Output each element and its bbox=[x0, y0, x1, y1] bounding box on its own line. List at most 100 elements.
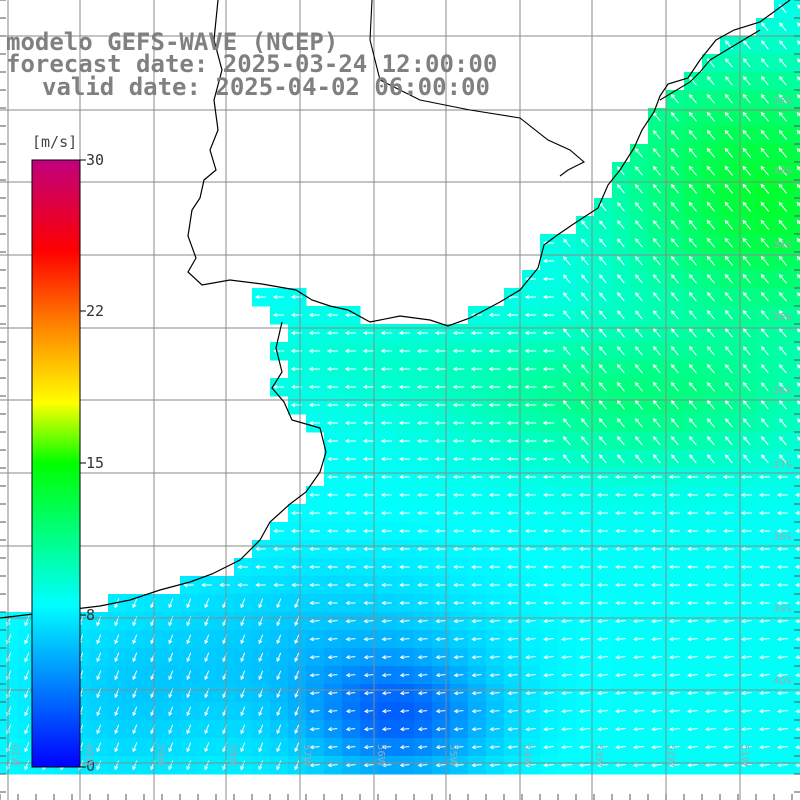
wind-arrow bbox=[687, 528, 698, 534]
lat-label-38s: 38S bbox=[772, 532, 792, 543]
wind-arrow bbox=[398, 348, 411, 354]
wind-arrow bbox=[778, 219, 788, 230]
wind-arrow bbox=[255, 582, 266, 588]
wind-arrow bbox=[543, 619, 554, 624]
wind-arrow bbox=[760, 273, 769, 284]
wind-arrow bbox=[705, 582, 716, 588]
wind-arrow bbox=[327, 474, 338, 480]
wind-arrow bbox=[506, 330, 519, 336]
wind-arrow bbox=[327, 510, 338, 516]
wind-arrow bbox=[434, 402, 447, 408]
wind-arrow bbox=[706, 255, 715, 266]
wind-arrow bbox=[344, 420, 356, 426]
wind-arrow bbox=[579, 709, 590, 714]
wind-arrow bbox=[596, 474, 609, 480]
wind-arrow bbox=[327, 726, 338, 732]
wind-arrow bbox=[399, 744, 410, 750]
wind-arrow bbox=[471, 619, 482, 624]
wind-arrow bbox=[506, 312, 519, 318]
wind-arrow bbox=[688, 76, 697, 86]
wind-arrow bbox=[616, 346, 625, 356]
wind-arrow bbox=[669, 564, 680, 570]
wind-arrow bbox=[599, 274, 607, 284]
wind-arrow bbox=[778, 165, 788, 176]
wind-arrow bbox=[399, 474, 410, 480]
wind-arrow bbox=[650, 492, 662, 498]
wind-arrow bbox=[434, 348, 447, 354]
wind-arrow bbox=[344, 384, 357, 390]
wind-arrow bbox=[507, 546, 518, 552]
wind-arrow bbox=[633, 582, 644, 588]
wind-arrow bbox=[561, 546, 572, 552]
lon-label-60w: 60W bbox=[83, 744, 94, 767]
wind-arrow bbox=[687, 745, 698, 750]
wind-arrow bbox=[240, 760, 246, 771]
wind-cell bbox=[792, 432, 800, 451]
wind-arrow bbox=[759, 564, 770, 570]
wind-arrow bbox=[542, 258, 554, 264]
lon-label-59w: 59W bbox=[155, 744, 166, 767]
wind-arrow bbox=[507, 763, 518, 768]
wind-arrow bbox=[759, 709, 770, 714]
wind-arrow bbox=[506, 366, 519, 372]
wind-arrow bbox=[670, 93, 679, 104]
wind-cell bbox=[792, 288, 800, 307]
wind-arrow bbox=[273, 528, 284, 534]
wind-arrow bbox=[453, 673, 464, 678]
wind-arrow bbox=[652, 345, 661, 356]
wind-arrow bbox=[778, 291, 787, 302]
wind-arrow bbox=[651, 582, 662, 588]
wind-arrow bbox=[652, 237, 661, 248]
wind-arrow bbox=[507, 673, 518, 678]
wind-arrow bbox=[240, 742, 246, 753]
wind-arrow bbox=[308, 420, 320, 426]
wind-arrow bbox=[704, 492, 716, 498]
wind-arrow bbox=[345, 546, 356, 552]
wind-arrow bbox=[759, 673, 770, 678]
wind-arrow bbox=[688, 255, 697, 266]
wind-cell bbox=[792, 450, 800, 469]
wind-arrow bbox=[779, 418, 787, 428]
wind-arrow bbox=[688, 436, 697, 446]
wind-arrow bbox=[597, 637, 608, 642]
wind-arrow bbox=[742, 418, 751, 428]
wind-arrow bbox=[706, 129, 715, 140]
wind-arrow bbox=[453, 492, 464, 498]
wind-arrow bbox=[543, 528, 554, 534]
wind-arrow bbox=[240, 652, 246, 663]
wind-arrow bbox=[417, 655, 428, 660]
wind-arrow bbox=[777, 727, 788, 732]
wind-arrow bbox=[687, 582, 698, 588]
wind-arrow bbox=[561, 619, 572, 624]
wind-arrow bbox=[186, 634, 192, 645]
wind-arrow bbox=[435, 763, 446, 768]
wind-arrow bbox=[344, 402, 356, 408]
wind-arrow bbox=[669, 727, 680, 732]
wind-arrow bbox=[96, 760, 102, 771]
wind-arrow bbox=[471, 691, 482, 696]
lon-label-57w: 57W bbox=[301, 744, 312, 767]
wind-arrow bbox=[434, 420, 447, 426]
wind-arrow bbox=[399, 510, 410, 516]
wind-arrow bbox=[777, 691, 788, 696]
wind-arrow bbox=[651, 655, 662, 660]
wind-arrow bbox=[542, 330, 555, 336]
wind-arrow bbox=[778, 364, 787, 374]
wind-arrow bbox=[488, 348, 501, 354]
wind-arrow bbox=[362, 456, 374, 462]
wind-arrow bbox=[114, 724, 120, 735]
wind-arrow bbox=[706, 93, 715, 104]
wind-arrow bbox=[399, 619, 410, 624]
colorbar-unit: [m/s] bbox=[32, 133, 78, 151]
wind-arrow bbox=[760, 418, 769, 428]
wind-arrow bbox=[742, 381, 751, 392]
wind-arrow bbox=[741, 619, 752, 624]
wind-arrow bbox=[724, 273, 733, 284]
wind-arrow bbox=[507, 582, 518, 588]
wind-arrow bbox=[687, 619, 698, 624]
wind-arrow bbox=[669, 600, 680, 606]
wind-arrow bbox=[707, 454, 715, 464]
wind-arrow bbox=[669, 619, 680, 624]
wind-arrow bbox=[276, 724, 282, 735]
wind-arrow bbox=[362, 384, 375, 390]
